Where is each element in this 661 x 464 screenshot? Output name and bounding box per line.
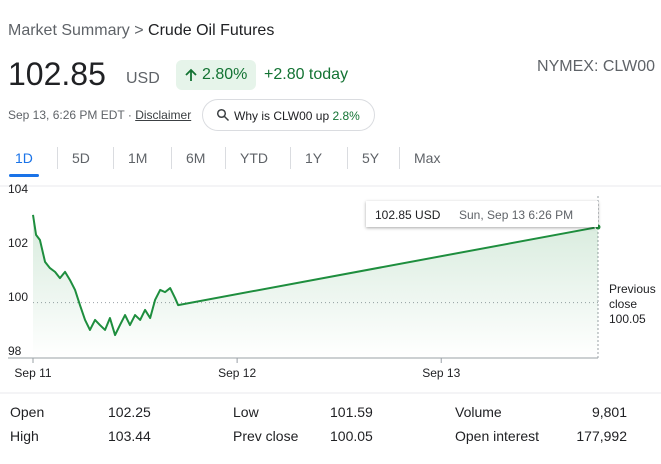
symbol: NYMEX: CLW00 bbox=[537, 58, 655, 75]
tab[interactable]: 1Y bbox=[305, 150, 323, 166]
tab[interactable]: 6M bbox=[186, 150, 206, 166]
search-icon bbox=[216, 108, 230, 122]
tab[interactable]: 5Y bbox=[362, 150, 380, 166]
tooltip-price: 102.85 USD bbox=[375, 208, 441, 222]
tab[interactable]: 5D bbox=[72, 150, 90, 166]
change-badge: 2.80% bbox=[176, 60, 256, 90]
tab[interactable]: 1M bbox=[128, 150, 148, 166]
price: 102.85 bbox=[8, 56, 106, 92]
tab-separator bbox=[225, 147, 226, 169]
why-value: 2.8% bbox=[332, 109, 360, 123]
y-tick-label: 100 bbox=[8, 290, 28, 304]
tab-separator bbox=[347, 147, 348, 169]
area bbox=[33, 214, 598, 358]
stat-value: 177,992 bbox=[576, 428, 627, 444]
why-label: Why is CLW00 up bbox=[234, 109, 330, 123]
up-arrow bbox=[185, 68, 197, 81]
y-tick-label: 102 bbox=[8, 236, 28, 250]
stat-value: 101.59 bbox=[330, 404, 373, 420]
disclaimer-link[interactable]: Disclaimer bbox=[135, 108, 192, 122]
change-percent: 2.80% bbox=[202, 66, 248, 83]
stat-label: Open interest bbox=[455, 428, 540, 444]
tab[interactable]: Max bbox=[414, 150, 441, 166]
stat-value: 103.44 bbox=[108, 428, 151, 444]
y-tick-label: 98 bbox=[8, 344, 22, 358]
tab-underline bbox=[9, 174, 39, 177]
why-text: Why is CLW00 up 2.8% bbox=[234, 109, 360, 123]
tab-separator bbox=[171, 147, 172, 169]
tab-separator bbox=[399, 147, 400, 169]
stat-value: 100.05 bbox=[330, 428, 373, 444]
stat-label: Low bbox=[233, 404, 259, 420]
stat-label: High bbox=[10, 428, 39, 444]
tooltip-time: Sun, Sep 13 6:26 PM bbox=[459, 208, 574, 222]
change-today: +2.80 today bbox=[264, 66, 349, 83]
y-tick-label: 104 bbox=[8, 182, 28, 196]
line bbox=[32, 214, 599, 337]
stat-label: Volume bbox=[455, 404, 502, 420]
why-button[interactable]: Why is CLW00 up 2.8% bbox=[202, 99, 375, 131]
tab[interactable]: 1D bbox=[15, 150, 33, 166]
previous-close-text: Previous close bbox=[609, 282, 656, 311]
tab-separator bbox=[57, 147, 58, 169]
x-tick-label: Sep 11 bbox=[14, 366, 51, 380]
stat-value: 102.25 bbox=[108, 404, 151, 420]
stat-value: 9,801 bbox=[591, 404, 627, 420]
previous-close-label: Previous close 100.05 bbox=[609, 282, 661, 327]
tab-separator bbox=[290, 147, 291, 169]
tab[interactable]: YTD bbox=[240, 150, 268, 166]
stat-label: Open bbox=[10, 404, 45, 420]
breadcrumb: Market Summary > Crude Oil Futures bbox=[8, 22, 274, 40]
timestamp: Sep 13, 6:26 PM EDT · Disclaimer bbox=[8, 108, 191, 122]
currency: USD bbox=[126, 70, 160, 87]
x-tick-label: Sep 12 bbox=[218, 366, 256, 380]
timestamp-text: Sep 13, 6:26 PM EDT · bbox=[8, 108, 132, 122]
x-tick-label: Sep 13 bbox=[422, 366, 460, 380]
stat-label: Prev close bbox=[233, 428, 299, 444]
tooltip: 102.85 USD Sun, Sep 13 6:26 PM bbox=[366, 201, 598, 227]
breadcrumb-current: Crude Oil Futures bbox=[148, 22, 275, 39]
tab-separator bbox=[113, 147, 114, 169]
breadcrumb-separator: > bbox=[134, 22, 144, 39]
previous-close-value: 100.05 bbox=[609, 312, 646, 326]
breadcrumb-link[interactable]: Market Summary bbox=[8, 22, 130, 39]
